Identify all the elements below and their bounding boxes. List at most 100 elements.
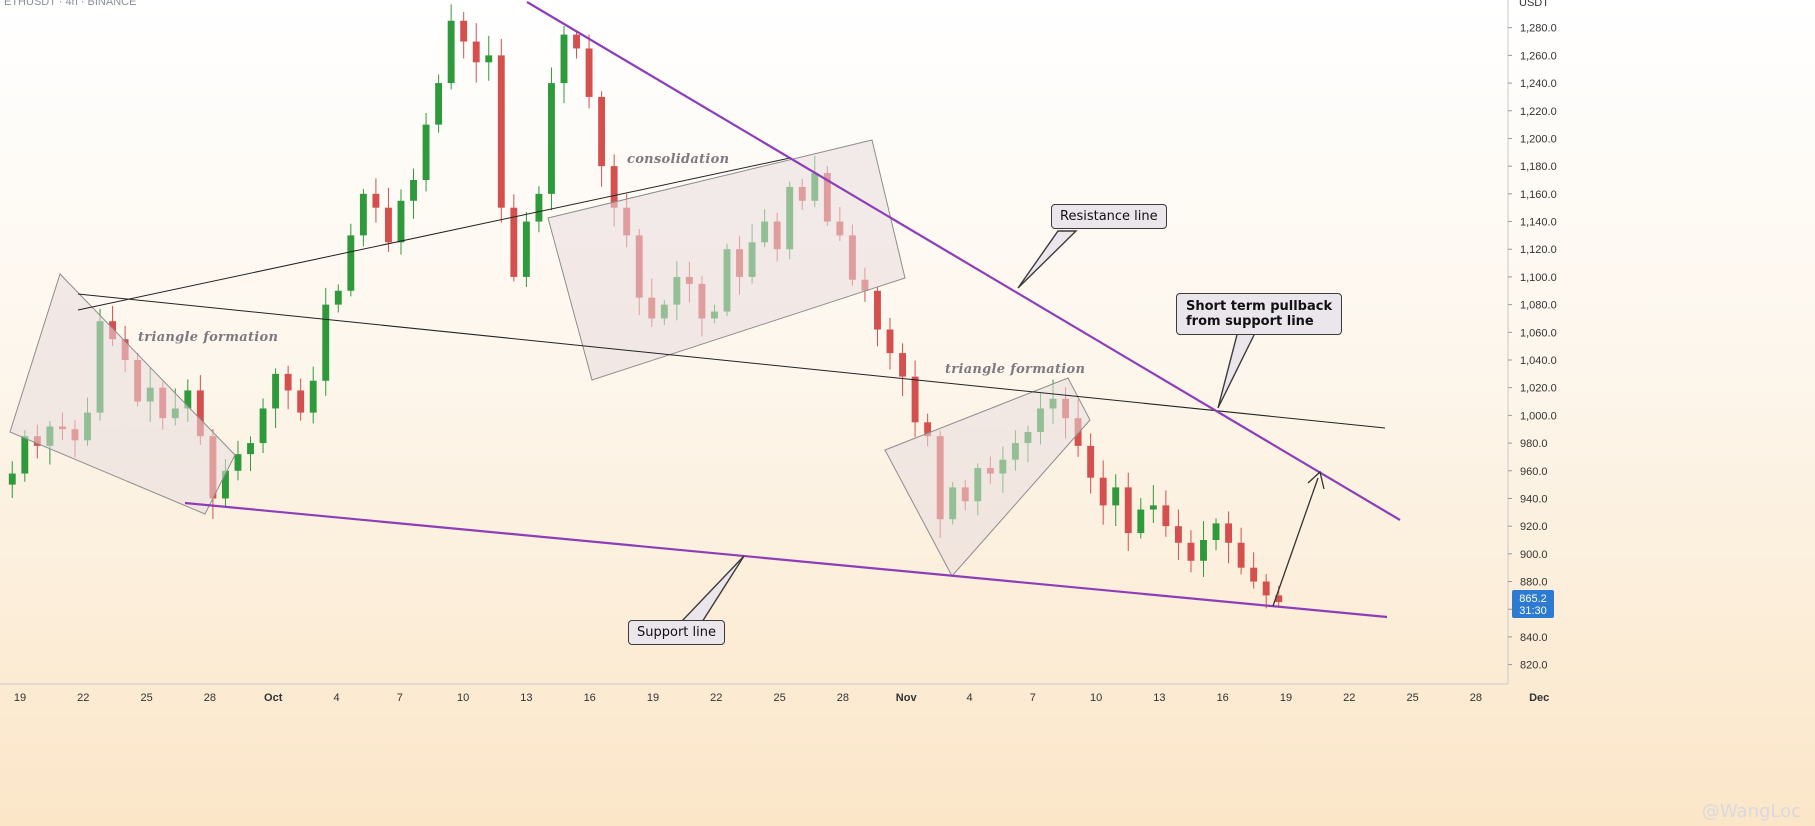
price-tick-label: 1,020.0 <box>1520 383 1557 395</box>
candle-body <box>460 20 468 42</box>
price-tick-label: 1,100.0 <box>1520 272 1557 284</box>
time-tick-label: Dec <box>1529 692 1549 704</box>
candle-body <box>510 207 518 277</box>
triangle-box-right <box>884 377 1091 577</box>
time-tick-label: 10 <box>1090 692 1102 704</box>
candle-body <box>234 454 242 471</box>
short-term-callout-tail <box>1217 330 1258 409</box>
current-price-badge <box>1512 590 1554 618</box>
time-tick-label: 13 <box>1153 692 1165 704</box>
candle-body <box>1099 477 1107 506</box>
support-callout-tail <box>679 555 745 623</box>
price-tick-label: 1,200.0 <box>1520 133 1557 145</box>
candle-body <box>297 390 305 413</box>
candle-body <box>1237 542 1245 568</box>
price-tick-label: 1,240.0 <box>1520 78 1557 90</box>
candle-body <box>497 55 505 208</box>
candle-body <box>410 180 417 201</box>
price-axis-labels: 820.0840.0860.0880.0900.0920.0940.0960.0… <box>1508 23 1557 672</box>
countdown-label: 31:30 <box>1519 605 1547 617</box>
candle-body <box>1174 526 1182 543</box>
price-tick-label: 1,080.0 <box>1520 300 1557 312</box>
triangle-formation-label-left: triangle formation <box>138 330 279 345</box>
symbol-header: ETHUSDT · 4h · BINANCE <box>4 0 137 8</box>
price-tick-label: 1,040.0 <box>1520 355 1557 367</box>
candle-body <box>899 353 907 377</box>
candle-body <box>259 408 267 444</box>
candle-body <box>347 235 355 291</box>
support-line <box>184 501 1388 619</box>
candle-body <box>422 124 430 180</box>
candle-body <box>1250 567 1258 582</box>
candle-body <box>1225 523 1233 543</box>
candle-body <box>886 329 894 354</box>
consolidation-box <box>547 139 906 381</box>
candle-body <box>560 34 568 84</box>
candle-body <box>1087 445 1095 478</box>
candle-body <box>522 221 530 277</box>
candle-body <box>573 34 580 49</box>
candle-body <box>21 436 29 474</box>
price-tick-label: 940.0 <box>1520 493 1548 505</box>
candle-body <box>924 422 932 437</box>
resistance-callout-tail <box>1017 230 1078 289</box>
candle-body <box>1187 542 1195 561</box>
time-tick-label: 28 <box>837 692 849 704</box>
time-tick-label: 19 <box>1280 692 1292 704</box>
price-tick-label: 1,220.0 <box>1520 106 1557 118</box>
projection-arrow-line <box>1272 477 1319 607</box>
price-tick-label: 1,120.0 <box>1520 244 1557 256</box>
resistance-callout: Resistance line <box>1051 204 1167 229</box>
candle-body <box>272 373 280 409</box>
candle-body <box>447 20 455 84</box>
chart-drawings <box>9 1 1401 623</box>
time-tick-label: 22 <box>77 692 89 704</box>
time-tick-label: 16 <box>584 692 596 704</box>
time-tick-label: 19 <box>14 692 26 704</box>
time-tick-label: 13 <box>520 692 532 704</box>
candle-body <box>1137 509 1145 534</box>
candle-body <box>1200 540 1207 561</box>
candle-body <box>1124 487 1132 534</box>
price-tick-label: 840.0 <box>1520 632 1548 644</box>
price-tick-label: 820.0 <box>1520 660 1548 672</box>
price-tick-label: 1,060.0 <box>1520 327 1557 339</box>
candle-body <box>874 290 881 330</box>
candle-body <box>309 380 317 413</box>
time-tick-label: 7 <box>1030 692 1036 704</box>
time-tick-label: 4 <box>966 692 972 704</box>
candle-body <box>397 200 405 243</box>
candle-body <box>1149 505 1157 510</box>
time-tick-label: 28 <box>204 692 216 704</box>
candle-body <box>284 373 292 391</box>
candle-body <box>334 290 342 305</box>
price-tick-label: 960.0 <box>1520 466 1548 478</box>
price-tick-label: 1,260.0 <box>1520 50 1557 62</box>
time-axis-labels: 19 22 25 28 Oct 4 7 10 13 16 19 22 25 28 Nov 4 7 10 13 16 19… <box>14 692 1549 704</box>
candle-body <box>384 207 392 243</box>
price-tick-label: 880.0 <box>1520 577 1548 589</box>
candle-body <box>372 193 380 208</box>
currency-label: USDT <box>1519 0 1549 9</box>
time-tick-label: Oct <box>264 692 283 704</box>
support-callout: Support line <box>628 620 725 645</box>
price-tick-label: 1,160.0 <box>1520 189 1557 201</box>
candle-body <box>184 390 192 409</box>
short-term-callout: Short term pullback from support line <box>1176 293 1343 335</box>
projection-arrowhead <box>1307 470 1325 490</box>
watermark: @WangLoc <box>1701 801 1801 822</box>
time-tick-label: 25 <box>773 692 785 704</box>
time-tick-label: 4 <box>333 692 339 704</box>
resistance-line <box>526 1 1401 521</box>
candle-body <box>598 96 606 167</box>
price-tick-label: 900.0 <box>1520 549 1548 561</box>
candle-body <box>585 48 593 97</box>
candle-body <box>1162 505 1170 527</box>
candle-body <box>472 41 480 63</box>
price-tick-label: 1,140.0 <box>1520 217 1557 229</box>
candle-body <box>1275 595 1283 603</box>
candle-body <box>1262 581 1270 596</box>
price-tick-label: 920.0 <box>1520 521 1548 533</box>
triangle-box-left <box>9 273 236 515</box>
